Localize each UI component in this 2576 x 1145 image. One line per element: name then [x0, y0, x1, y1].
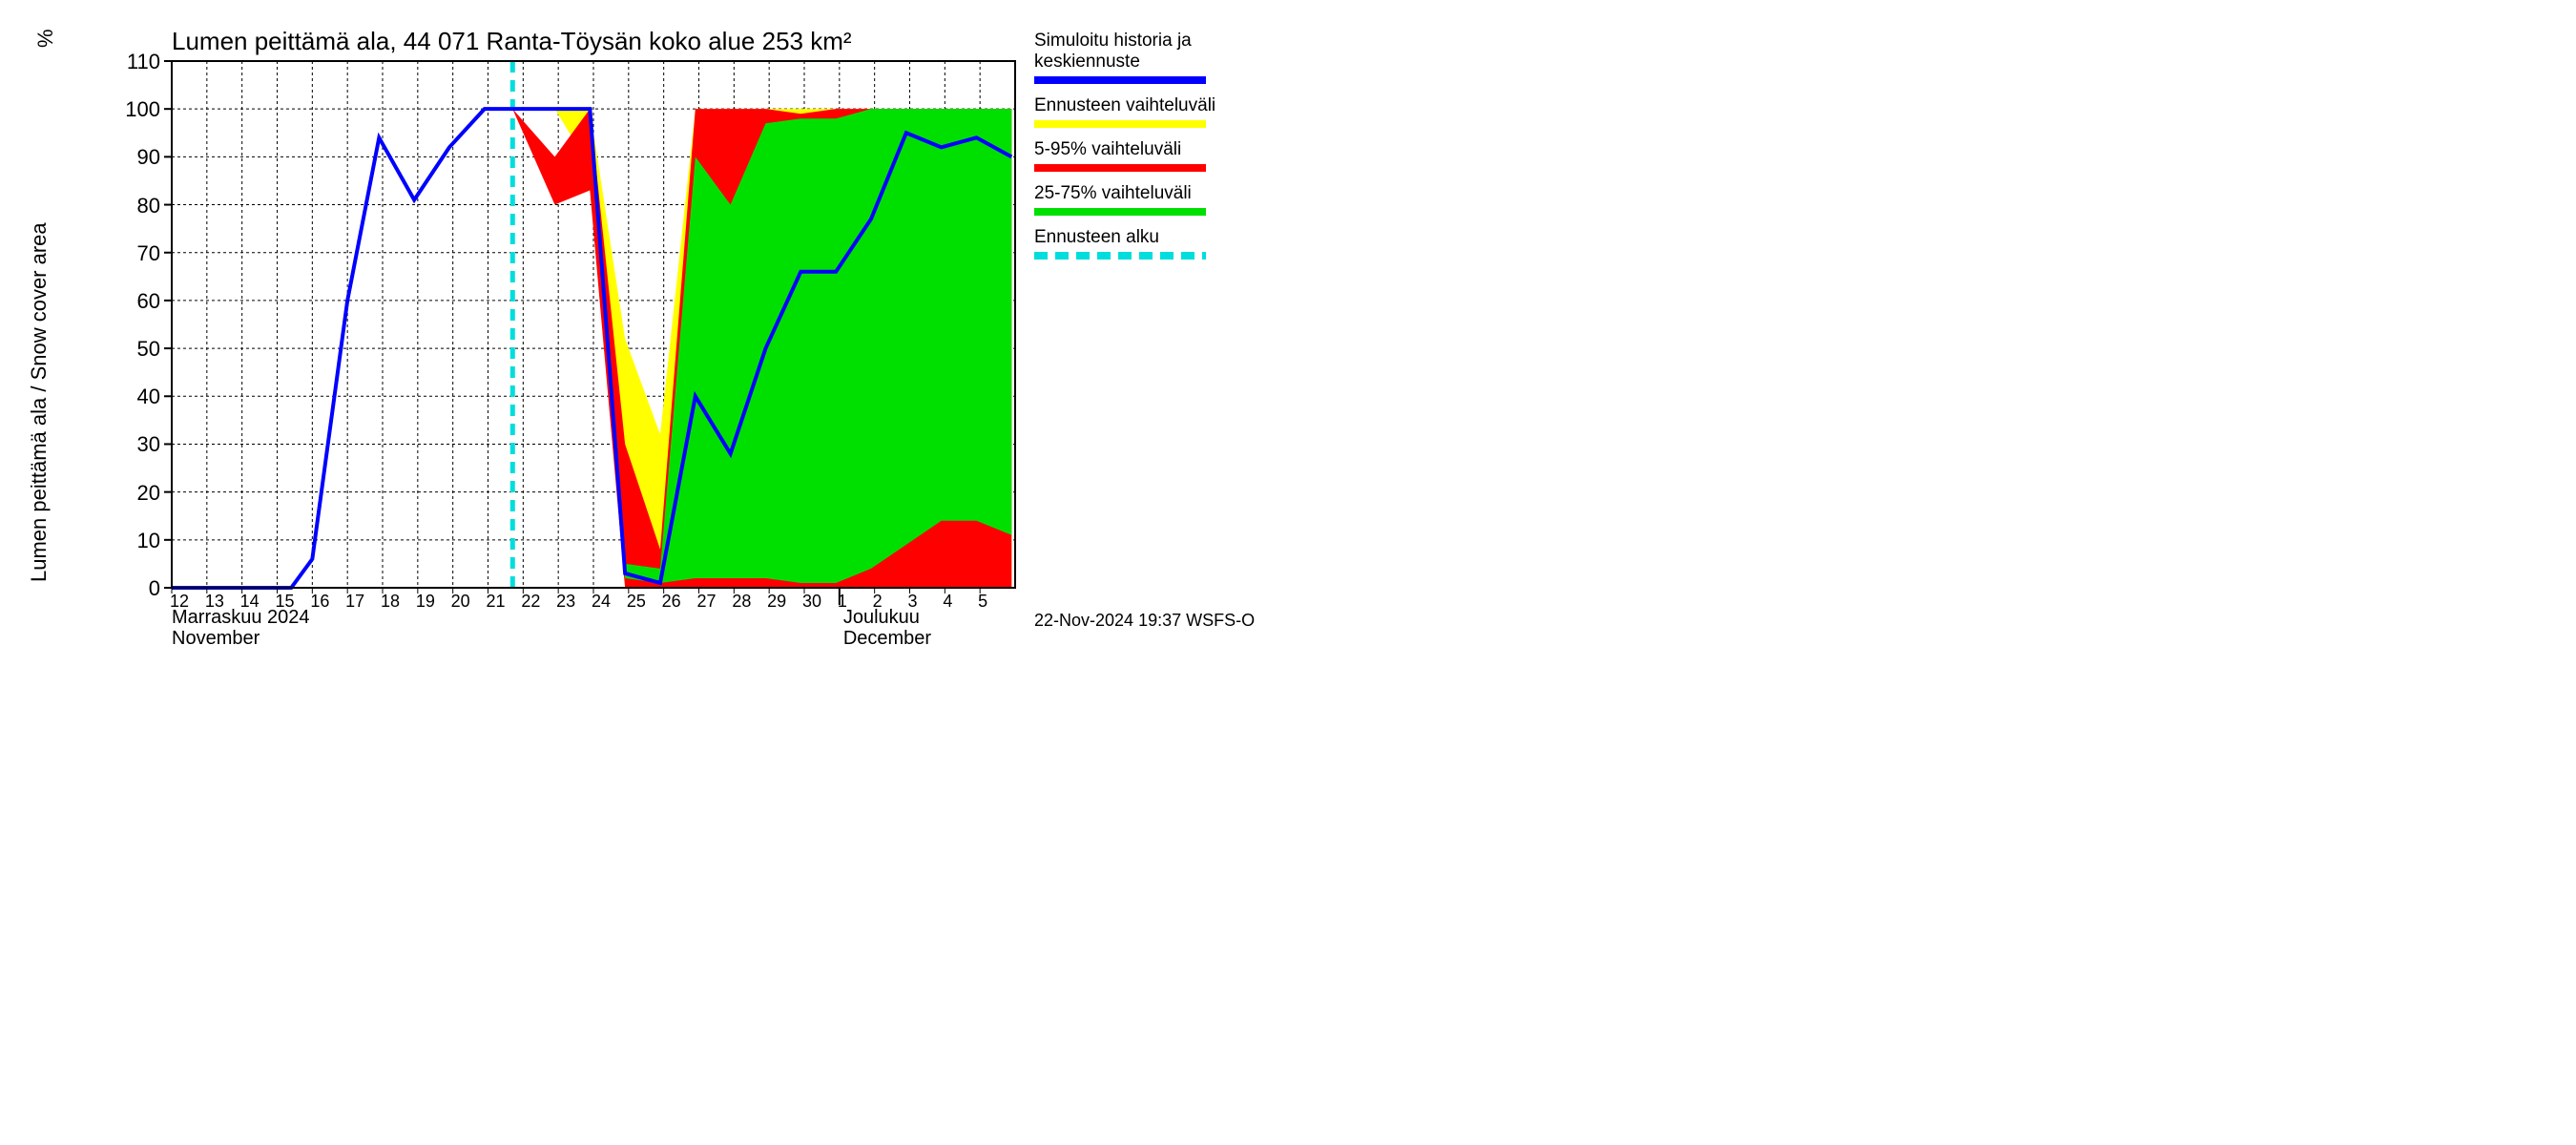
- y-tick-label: 110: [122, 50, 160, 74]
- legend-cyan: Ennusteen alku: [1034, 227, 1225, 260]
- x-tick-label: 26: [662, 592, 681, 612]
- legend-sim-label: Simuloitu historia ja keskiennuste: [1034, 31, 1225, 73]
- x-tick-label: 16: [310, 592, 329, 612]
- y-tick-label: 50: [122, 337, 160, 362]
- x-tick-label: 23: [556, 592, 575, 612]
- x-tick-label: 21: [487, 592, 506, 612]
- y-tick-label: 30: [122, 432, 160, 457]
- x-tick-label: 5: [978, 592, 987, 612]
- x-tick-label: 20: [451, 592, 470, 612]
- y-tick-label: 100: [122, 97, 160, 122]
- legend-cyan-swatch: [1034, 252, 1206, 260]
- y-tick-label: 0: [122, 576, 160, 601]
- x-tick-label: 22: [521, 592, 540, 612]
- month-dec-1: Joulukuu: [843, 607, 920, 629]
- legend: Simuloitu historia ja keskiennuste Ennus…: [1034, 31, 1225, 271]
- legend-green-swatch: [1034, 208, 1206, 216]
- y-unit-label: %: [33, 29, 58, 48]
- chart-container: Lumen peittämä ala, 44 071 Ranta-Töysän …: [0, 0, 1431, 639]
- legend-green-label: 25-75% vaihteluväli: [1034, 183, 1225, 204]
- y-tick-label: 20: [122, 481, 160, 506]
- x-tick-label: 27: [697, 592, 717, 612]
- legend-yellow-label: Ennusteen vaihteluväli: [1034, 95, 1225, 116]
- legend-sim-swatch: [1034, 76, 1206, 84]
- y-tick-label: 10: [122, 529, 160, 553]
- y-tick-label: 70: [122, 241, 160, 266]
- x-tick-label: 29: [767, 592, 786, 612]
- legend-red-swatch: [1034, 164, 1206, 172]
- y-tick-label: 90: [122, 145, 160, 170]
- legend-red-label: 5-95% vaihteluväli: [1034, 139, 1225, 160]
- x-tick-label: 30: [802, 592, 821, 612]
- y-tick-label: 40: [122, 385, 160, 409]
- x-tick-label: 17: [345, 592, 364, 612]
- legend-sim: Simuloitu historia ja keskiennuste: [1034, 31, 1225, 84]
- y-axis-label: Lumen peittämä ala / Snow cover area: [27, 222, 52, 582]
- x-tick-label: 18: [381, 592, 400, 612]
- legend-red: 5-95% vaihteluväli: [1034, 139, 1225, 172]
- legend-cyan-label: Ennusteen alku: [1034, 227, 1225, 248]
- x-tick-label: 25: [627, 592, 646, 612]
- y-tick-label: 60: [122, 289, 160, 314]
- x-tick-label: 19: [416, 592, 435, 612]
- footer-timestamp: 22-Nov-2024 19:37 WSFS-O: [1034, 611, 1255, 631]
- legend-yellow: Ennusteen vaihteluväli: [1034, 95, 1225, 128]
- legend-yellow-swatch: [1034, 120, 1206, 128]
- legend-green: 25-75% vaihteluväli: [1034, 183, 1225, 216]
- month-nov-2: November: [172, 628, 260, 650]
- month-dec-2: December: [843, 628, 931, 650]
- x-tick-label: 28: [732, 592, 751, 612]
- x-tick-label: 24: [592, 592, 611, 612]
- chart-title: Lumen peittämä ala, 44 071 Ranta-Töysän …: [172, 27, 852, 56]
- y-tick-label: 80: [122, 194, 160, 219]
- x-tick-label: 4: [943, 592, 952, 612]
- month-nov-1: Marraskuu 2024: [172, 607, 310, 629]
